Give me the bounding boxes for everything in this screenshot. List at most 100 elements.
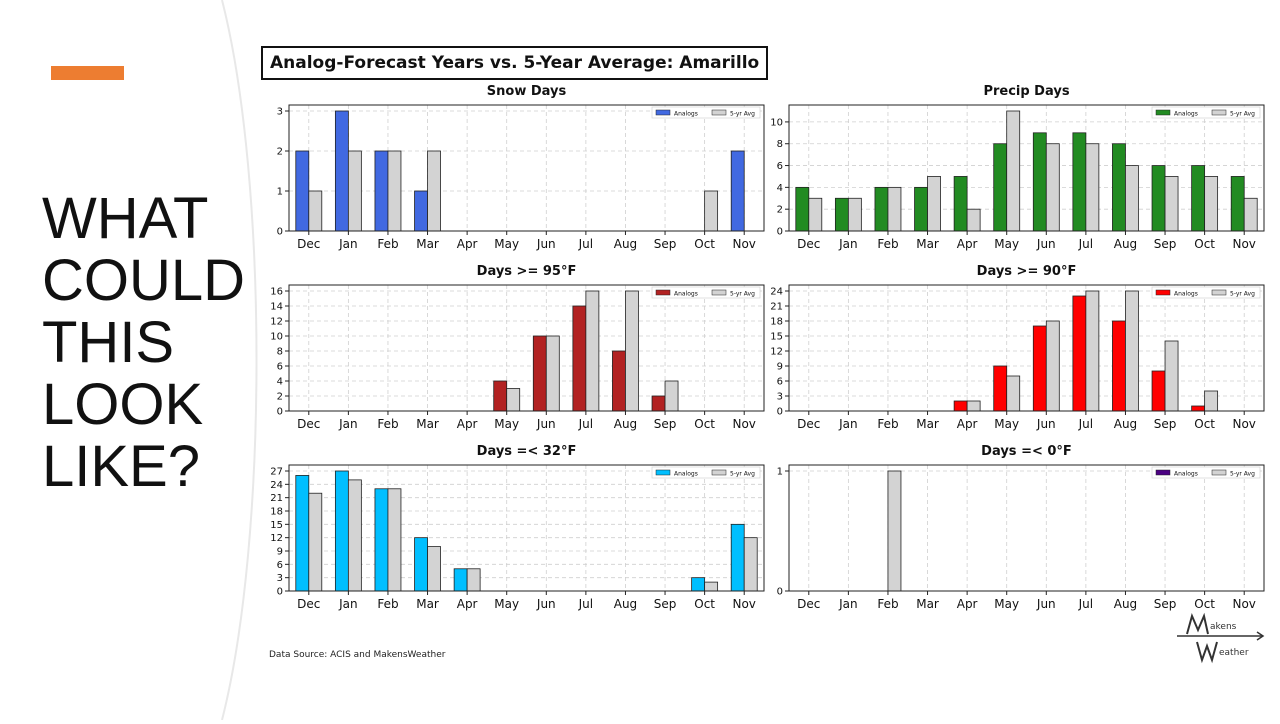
bar-analogs <box>1151 165 1166 232</box>
x-tick-label: Jun <box>1036 237 1056 251</box>
legend-label: Analogs <box>674 110 698 117</box>
x-tick-label: Jan <box>838 237 858 251</box>
days-ge-90-chart: Days >= 90°F 0 3 6 9 12 15 18 21 24 Dec Jan Feb Mar Ap… <box>762 260 1268 442</box>
snow-days-chart: Snow Days 0 1 2 3 Dec Jan Feb Mar Apr May Jun Jul Aug… <box>262 80 768 262</box>
heading-line: WHAT <box>42 186 209 251</box>
x-tick-label: Nov <box>732 237 755 251</box>
legend-label: 5-yr Avg <box>1230 290 1255 297</box>
chart-svg: Precip Days 0 2 4 6 8 10 Dec Jan Feb Mar Apr May Jun J… <box>770 84 1265 251</box>
x-tick-label: May <box>994 597 1019 611</box>
bar-analogs <box>1072 295 1087 412</box>
legend-label: Analogs <box>1174 470 1198 477</box>
bar-analogs <box>1191 405 1206 412</box>
figure-title: Analog-Forecast Years vs. 5-Year Average… <box>261 46 769 80</box>
bar-analogs <box>453 568 468 592</box>
heading-line: THIS <box>42 310 175 375</box>
x-tick-label: Nov <box>1232 237 1255 251</box>
x-tick-label: Feb <box>377 597 398 611</box>
legend-label: Analogs <box>1174 290 1198 297</box>
legend-swatch <box>655 469 671 476</box>
y-tick-label: 6 <box>277 362 283 373</box>
bar-5yr-avg <box>1006 375 1021 412</box>
legend-label: Analogs <box>1174 110 1198 117</box>
bar-analogs <box>953 400 968 412</box>
legend-box <box>1151 466 1261 479</box>
y-tick-label: 3 <box>277 107 283 118</box>
slide-heading: WHAT COULD THIS LOOK LIKE? <box>42 188 245 498</box>
y-tick-label: 12 <box>770 347 783 358</box>
y-tick-label: 1 <box>277 187 283 198</box>
chart-title: Days >= 90°F <box>977 264 1077 279</box>
y-tick-label: 9 <box>277 547 283 558</box>
x-tick-label: Jan <box>338 417 358 431</box>
bar-5yr-avg <box>387 150 402 232</box>
chart-svg: Snow Days 0 1 2 3 Dec Jan Feb Mar Apr May Jun Jul Aug… <box>277 84 765 251</box>
logo-text-top: akens <box>1210 622 1237 632</box>
x-tick-label: Jul <box>578 417 593 431</box>
legend-label: Analogs <box>674 470 698 477</box>
legend-swatch <box>1155 289 1171 296</box>
bar-5yr-avg <box>1164 340 1179 412</box>
x-tick-label: Sep <box>654 237 677 251</box>
x-tick-label: Jun <box>536 237 556 251</box>
x-tick-label: Mar <box>916 237 939 251</box>
bar-5yr-avg <box>664 380 679 412</box>
x-tick-label: Jun <box>1036 417 1056 431</box>
legend-swatch <box>711 469 727 476</box>
x-tick-label: Aug <box>614 417 637 431</box>
y-tick-label: 27 <box>270 467 283 478</box>
x-tick-label: Aug <box>1114 417 1137 431</box>
bar-analogs <box>612 350 626 412</box>
x-tick-label: Feb <box>377 237 398 251</box>
x-tick-label: Jun <box>536 597 556 611</box>
x-tick-label: Oct <box>694 597 715 611</box>
bar-analogs <box>914 186 928 232</box>
bar-analogs <box>295 150 310 232</box>
x-tick-label: Jul <box>578 237 593 251</box>
x-tick-label: Sep <box>654 417 677 431</box>
bar-5yr-avg <box>1006 110 1021 232</box>
x-tick-label: Jul <box>1078 237 1093 251</box>
bar-5yr-avg <box>466 568 481 592</box>
x-tick-label: Mar <box>916 597 939 611</box>
x-tick-label: May <box>494 417 519 431</box>
y-tick-label: 0 <box>277 227 283 238</box>
legend-swatch <box>1211 469 1227 476</box>
y-tick-label: 4 <box>277 377 283 388</box>
y-tick-label: 15 <box>270 520 283 531</box>
x-tick-label: Mar <box>416 597 439 611</box>
x-tick-label: Dec <box>797 597 820 611</box>
legend-label: Analogs <box>674 290 698 297</box>
bar-5yr-avg <box>1243 197 1258 232</box>
y-tick-label: 0 <box>277 587 283 598</box>
logo-m-glyph <box>1186 612 1209 635</box>
bar-5yr-avg <box>704 190 719 232</box>
legend-box <box>1151 286 1261 299</box>
legend-label: 5-yr Avg <box>1230 110 1255 117</box>
legend-swatch <box>711 289 727 296</box>
plot-frame <box>288 104 765 232</box>
x-tick-label: Oct <box>1194 597 1215 611</box>
bar-analogs <box>532 335 547 412</box>
bar-analogs <box>1230 176 1245 232</box>
y-tick-label: 0 <box>777 407 783 418</box>
legend-swatch <box>1211 289 1227 296</box>
bar-5yr-avg <box>506 388 521 412</box>
bar-analogs <box>993 365 1008 412</box>
x-tick-label: May <box>494 237 519 251</box>
y-tick-label: 21 <box>270 493 283 504</box>
legend-box <box>651 106 761 119</box>
x-tick-label: Sep <box>1154 417 1177 431</box>
legend-label: 5-yr Avg <box>1230 470 1255 477</box>
x-tick-label: Jan <box>838 417 858 431</box>
bar-5yr-avg <box>1204 390 1219 412</box>
bar-analogs <box>374 488 389 592</box>
x-tick-label: Jul <box>578 597 593 611</box>
bar-analogs <box>1112 143 1126 232</box>
y-tick-label: 24 <box>770 287 783 298</box>
x-tick-label: Jan <box>338 597 358 611</box>
logo-w-glyph <box>1196 641 1218 664</box>
y-tick-label: 8 <box>277 347 283 358</box>
y-tick-label: 15 <box>770 332 783 343</box>
y-tick-label: 2 <box>277 392 283 403</box>
